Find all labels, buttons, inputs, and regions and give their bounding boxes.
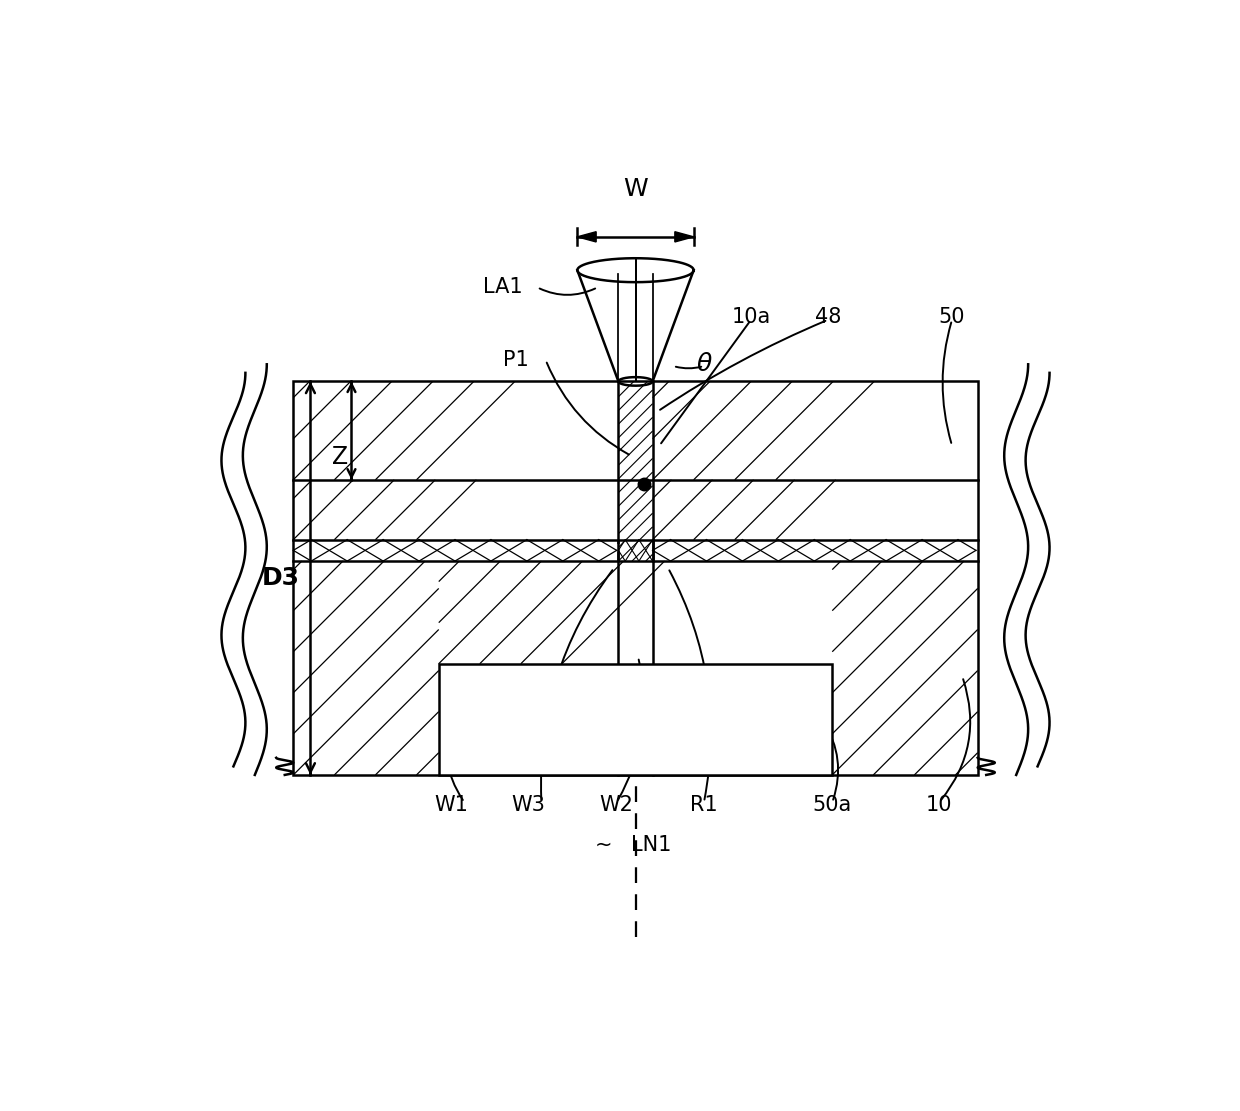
Bar (439, 663, 832, 775)
Text: W1: W1 (435, 794, 469, 814)
Text: Z: Z (332, 444, 348, 469)
Text: D3: D3 (262, 567, 300, 590)
Bar (294, 381, 977, 775)
Text: ~: ~ (595, 835, 613, 855)
Text: W3: W3 (512, 794, 546, 814)
Text: 10a: 10a (732, 308, 770, 328)
Text: $\theta$: $\theta$ (696, 352, 712, 377)
Text: W: W (624, 177, 647, 201)
Text: 50: 50 (939, 308, 965, 328)
Text: LN1: LN1 (631, 835, 672, 855)
Polygon shape (578, 232, 596, 242)
Text: LA1: LA1 (484, 278, 523, 298)
Text: W2: W2 (600, 794, 634, 814)
Text: 48: 48 (815, 308, 841, 328)
Text: P1: P1 (503, 350, 528, 370)
Bar (294, 381, 977, 775)
Text: R1: R1 (691, 794, 718, 814)
Polygon shape (675, 232, 693, 242)
Text: 10: 10 (926, 794, 952, 814)
Text: 50a: 50a (812, 794, 852, 814)
